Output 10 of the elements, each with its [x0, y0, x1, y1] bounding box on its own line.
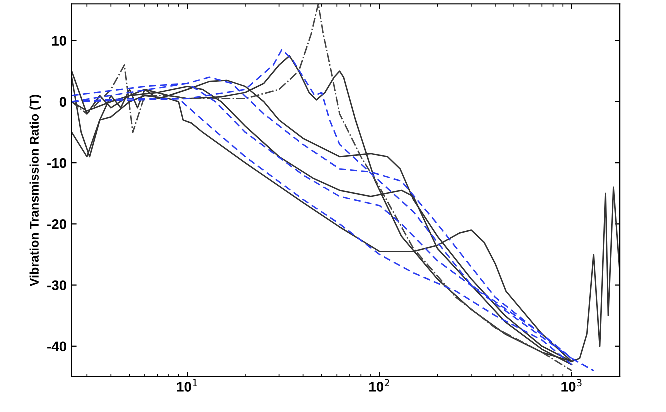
x-tick-label: 10$^{1}$ [177, 379, 198, 392]
y-tick-label: 0 [60, 97, 66, 108]
y-tick-label: -20 [48, 220, 66, 230]
x-tick-label: 10$^{3}$ [562, 379, 582, 392]
y-tick-label: 10 [52, 36, 66, 46]
y-axis-title: Vibration Transmission Ratio (T) [30, 95, 42, 287]
y-tick-label: -30 [48, 280, 66, 290]
y-tick-label: -40 [48, 342, 66, 352]
x-tick-label: 10$^{2}$ [370, 379, 390, 392]
y-tick-label: -10 [48, 158, 66, 168]
